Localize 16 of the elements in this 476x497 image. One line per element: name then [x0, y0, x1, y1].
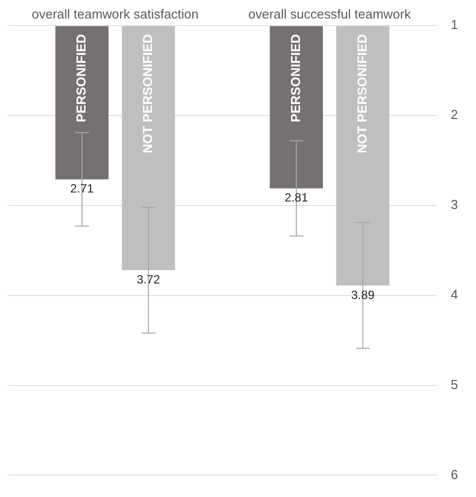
y-tick-label: 4 — [450, 286, 458, 302]
data-label: 2.71 — [70, 182, 94, 196]
y-tick-label: 3 — [450, 197, 458, 212]
data-label: 3.72 — [136, 272, 160, 286]
series-label: PERSONIFIED — [74, 34, 89, 122]
y-tick-label: 5 — [450, 376, 458, 392]
text: PERSONIFIED — [288, 34, 303, 122]
data-label: 2.81 — [284, 190, 308, 205]
y-tick-label: 1 — [450, 17, 458, 32]
series-label: NOT PERSONIFIED — [140, 34, 155, 154]
data-label: 3.89 — [351, 288, 375, 302]
x-tick-label: overall successful teamwork — [248, 6, 412, 22]
y-tick-label: 2 — [450, 107, 458, 122]
x-tick-label: overall teamwork satisfaction — [32, 6, 199, 22]
y-tick-label: 6 — [450, 466, 458, 482]
text: NOT PERSONIFIED — [354, 34, 370, 154]
